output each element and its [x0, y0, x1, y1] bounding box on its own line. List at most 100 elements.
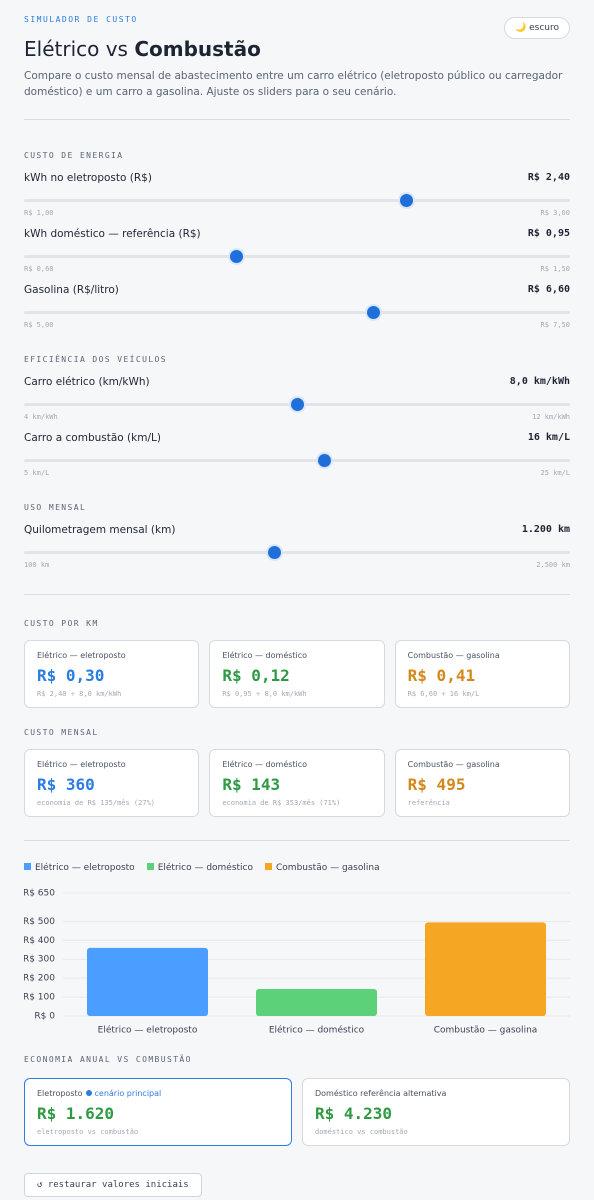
slider-thumb[interactable] — [229, 250, 243, 263]
slider-max: 12 km/kWh — [532, 413, 570, 421]
card-title: Elétrico — doméstico — [222, 760, 308, 769]
slider-value: R$ 2,40 — [527, 172, 570, 183]
slider-value: 8,0 km/kWh — [509, 376, 570, 387]
legend-swatch — [24, 863, 31, 870]
section-heading: CUSTO POR KM — [24, 619, 99, 628]
card-value: R$ 360 — [37, 775, 95, 794]
slider-range: 4 km/kWh 12 km/kWh — [24, 412, 570, 422]
section-heading: USO MENSAL — [24, 503, 87, 512]
stat-card: Elétrico — eletroposto R$ 360 economia de … — [24, 749, 200, 817]
slider-track[interactable] — [24, 242, 570, 264]
slider-track[interactable] — [24, 186, 570, 208]
card-label: Combustão — gasolina — [408, 651, 557, 661]
legend-swatch — [146, 863, 154, 870]
card-note: eletroposto vs combustão — [37, 1128, 139, 1136]
slider-min: 4 km/kWh — [24, 413, 58, 421]
slider-max: R$ 1,50 — [540, 265, 570, 273]
slider-header: kWh no eletroposto (R$) R$ 2,40 — [24, 170, 570, 186]
slider-thumb[interactable] — [290, 398, 304, 411]
card-value: R$ 0,41 — [407, 666, 476, 685]
bar — [256, 988, 377, 1016]
title-text: Elétrico vs — [24, 37, 128, 61]
card-row: Elétrico — eletroposto R$ 360 economia de … — [24, 749, 570, 817]
card-label: Combustão — gasolina — [408, 760, 557, 770]
section-heading: CUSTO DE ENERGIA — [24, 151, 124, 160]
stat-card: Doméstico referência alternativa R$ 4.230… — [302, 1078, 570, 1146]
card-note: referência — [407, 799, 450, 807]
card-label: Elétrico — doméstico — [222, 760, 371, 770]
legend-label: Elétrico — eletroposto — [35, 863, 135, 873]
section-heading: ECONOMIA ANUAL VS COMBUSTÃO — [24, 1055, 192, 1064]
bar — [87, 947, 208, 1016]
section-heading: CUSTO MENSAL — [24, 728, 99, 737]
stat-card: Elétrico — eletroposto R$ 0,30 R$ 2,40 ÷ 8… — [24, 640, 200, 708]
slider-max: 2.500 km — [536, 561, 570, 569]
theme-toggle[interactable]: 🌙 escuro — [504, 17, 570, 39]
card-label: Elétrico — eletroposto — [37, 651, 186, 661]
card-label: Elétrico — eletroposto — [37, 760, 186, 770]
x-tick-label: Combustão — gasolina — [434, 1026, 538, 1036]
slider-header: Carro a combustão (km/L) 16 km/L — [24, 430, 570, 446]
card-row: Elétrico — eletroposto R$ 0,30 R$ 2,40 ÷ 8… — [24, 640, 570, 708]
slider-range: R$ 5,00 R$ 7,50 — [24, 320, 570, 330]
slider-max: R$ 3,00 — [540, 209, 570, 217]
stat-card: Eletroposto cenário principal R$ 1.620 elet… — [24, 1078, 292, 1146]
card-note: R$ 2,40 ÷ 8,0 km/kWh — [37, 690, 122, 698]
slider-range: R$ 0,60 R$ 1,50 — [24, 264, 570, 274]
slider-header: Gasolina (R$/litro) R$ 6,60 — [24, 282, 570, 298]
stat-card: Combustão — gasolina R$ 0,41 R$ 6,60 ÷ 16 … — [394, 640, 570, 708]
divider — [24, 840, 570, 841]
card-title: Elétrico — eletroposto — [37, 760, 126, 769]
card-label: Doméstico referência alternativa — [315, 1089, 557, 1099]
card-title: Combustão — gasolina — [407, 651, 500, 660]
slider-label: kWh doméstico — referência (R$) — [24, 228, 201, 240]
legend-item: Combustão — gasolina — [265, 862, 380, 874]
slider-track[interactable] — [24, 446, 570, 468]
slider-sections: CUSTO DE ENERGIA kWh no eletroposto (R$) R… — [24, 150, 570, 570]
slider-value: R$ 0,95 — [527, 228, 570, 239]
slider-header: Quilometragem mensal (km) 1.200 km — [24, 522, 570, 538]
card-value: R$ 495 — [407, 775, 466, 794]
slider: Carro elétrico (km/kWh) 8,0 km/kWh 4 km/kW… — [24, 374, 570, 422]
legend-label: Combustão — gasolina — [276, 863, 380, 873]
card-note: R$ 6,60 ÷ 16 km/L — [407, 690, 480, 698]
slider-label: Carro elétrico (km/kWh) — [24, 376, 150, 388]
slider-thumb[interactable] — [399, 194, 413, 207]
legend-label: Elétrico — doméstico — [157, 863, 254, 873]
slider-min: R$ 5,00 — [24, 321, 54, 329]
y-tick-label: R$ 0 — [34, 1012, 55, 1022]
card-title: Elétrico — doméstico — [222, 651, 308, 660]
card-label: Elétrico — doméstico — [222, 651, 371, 661]
y-tick-label: R$ 500 — [24, 917, 55, 927]
slider-header: kWh doméstico — referência (R$) R$ 0,95 — [24, 226, 570, 242]
slider-min: R$ 1,00 — [24, 209, 54, 217]
section-heading: EFICIÊNCIA DOS VEÍCULOS — [24, 355, 167, 364]
slider-thumb[interactable] — [366, 306, 380, 319]
slider-track[interactable] — [24, 298, 570, 320]
title-emphasis: Combustão — [134, 37, 261, 61]
slider-thumb[interactable] — [317, 454, 331, 467]
slider-header: Carro elétrico (km/kWh) 8,0 km/kWh — [24, 374, 570, 390]
card-note: economia de R$ 135/mês (27%) — [37, 799, 156, 807]
card-label: Eletroposto cenário principal — [37, 1089, 279, 1099]
x-tick-label: Elétrico — doméstico — [269, 1025, 365, 1036]
theme-label: escuro — [529, 23, 559, 33]
y-tick-label: R$ 300 — [24, 955, 55, 965]
slider-track[interactable] — [24, 538, 570, 560]
legend-item: Elétrico — eletroposto — [24, 862, 135, 874]
card-badge: cenário principal — [83, 1089, 162, 1098]
card-note: R$ 0,95 ÷ 8,0 km/kWh — [222, 690, 307, 698]
slider-track[interactable] — [24, 390, 570, 412]
slider-value: R$ 6,60 — [527, 284, 570, 295]
y-tick-label: R$ 200 — [24, 974, 55, 984]
slider: Quilometragem mensal (km) 1.200 km 100 km 2… — [24, 522, 570, 570]
card-value: R$ 1.620 — [37, 1104, 115, 1123]
card-title: Combustão — gasolina — [407, 760, 500, 769]
reset-button[interactable]: ↺ restaurar valores iniciais — [24, 1173, 202, 1197]
slider-range: 100 km 2.500 km — [24, 560, 570, 570]
slider-label: Quilometragem mensal (km) — [24, 524, 176, 536]
stat-card: Elétrico — doméstico R$ 143 economia de R$… — [209, 749, 385, 817]
legend: Elétrico — eletroposto Elétrico — domésti… — [24, 862, 570, 874]
slider-range: R$ 1,00 R$ 3,00 — [24, 208, 570, 218]
slider-thumb[interactable] — [267, 546, 281, 559]
